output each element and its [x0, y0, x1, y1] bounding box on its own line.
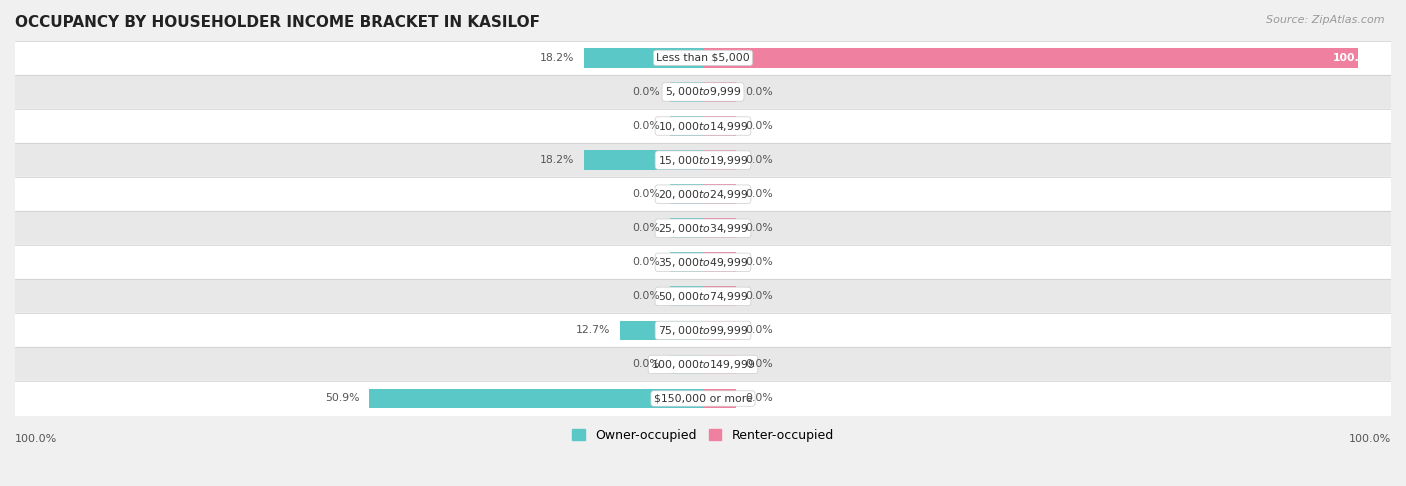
Text: $75,000 to $99,999: $75,000 to $99,999 — [658, 324, 748, 337]
Bar — [15, 177, 1391, 211]
Bar — [15, 75, 1391, 109]
Text: $5,000 to $9,999: $5,000 to $9,999 — [665, 86, 741, 99]
Bar — [15, 245, 1391, 279]
Bar — [703, 389, 735, 408]
Text: 0.0%: 0.0% — [633, 360, 661, 369]
Bar — [671, 82, 703, 102]
Text: 0.0%: 0.0% — [745, 121, 773, 131]
Text: 0.0%: 0.0% — [745, 155, 773, 165]
Text: 0.0%: 0.0% — [745, 326, 773, 335]
Text: 0.0%: 0.0% — [633, 223, 661, 233]
Text: 100.0%: 100.0% — [1333, 53, 1378, 63]
Bar — [703, 355, 735, 374]
Text: $20,000 to $24,999: $20,000 to $24,999 — [658, 188, 748, 201]
Bar — [671, 355, 703, 374]
Bar — [703, 184, 735, 204]
Text: $35,000 to $49,999: $35,000 to $49,999 — [658, 256, 748, 269]
Text: 0.0%: 0.0% — [745, 87, 773, 97]
Text: 100.0%: 100.0% — [1348, 434, 1391, 444]
Legend: Owner-occupied, Renter-occupied: Owner-occupied, Renter-occupied — [568, 424, 838, 447]
Bar — [671, 218, 703, 238]
Bar — [15, 211, 1391, 245]
Text: 18.2%: 18.2% — [540, 53, 574, 63]
Bar — [15, 382, 1391, 416]
Bar — [620, 320, 703, 340]
Text: OCCUPANCY BY HOUSEHOLDER INCOME BRACKET IN KASILOF: OCCUPANCY BY HOUSEHOLDER INCOME BRACKET … — [15, 15, 540, 30]
Bar — [703, 286, 735, 306]
Text: $100,000 to $149,999: $100,000 to $149,999 — [651, 358, 755, 371]
Text: Less than $5,000: Less than $5,000 — [657, 53, 749, 63]
Bar — [15, 143, 1391, 177]
Text: $15,000 to $19,999: $15,000 to $19,999 — [658, 154, 748, 167]
Bar — [703, 48, 1358, 68]
Text: 0.0%: 0.0% — [633, 189, 661, 199]
Bar — [15, 279, 1391, 313]
Text: 0.0%: 0.0% — [745, 189, 773, 199]
Bar — [703, 150, 735, 170]
Bar — [671, 286, 703, 306]
Text: 0.0%: 0.0% — [745, 360, 773, 369]
Bar — [703, 252, 735, 272]
Text: 0.0%: 0.0% — [633, 257, 661, 267]
Text: 0.0%: 0.0% — [633, 87, 661, 97]
Bar — [15, 109, 1391, 143]
Text: 0.0%: 0.0% — [633, 291, 661, 301]
Text: $25,000 to $34,999: $25,000 to $34,999 — [658, 222, 748, 235]
Bar — [703, 116, 735, 136]
Bar — [583, 48, 703, 68]
Text: 50.9%: 50.9% — [325, 394, 360, 403]
Text: 0.0%: 0.0% — [745, 291, 773, 301]
Bar — [370, 389, 703, 408]
Bar — [703, 320, 735, 340]
Bar — [583, 150, 703, 170]
Bar — [671, 184, 703, 204]
Text: 0.0%: 0.0% — [745, 223, 773, 233]
Bar — [15, 313, 1391, 347]
Text: $10,000 to $14,999: $10,000 to $14,999 — [658, 120, 748, 133]
Text: 18.2%: 18.2% — [540, 155, 574, 165]
Text: 100.0%: 100.0% — [15, 434, 58, 444]
Text: 12.7%: 12.7% — [575, 326, 610, 335]
Bar — [15, 41, 1391, 75]
Bar — [671, 116, 703, 136]
Text: 0.0%: 0.0% — [633, 121, 661, 131]
Bar — [703, 82, 735, 102]
Bar — [15, 347, 1391, 382]
Bar — [671, 252, 703, 272]
Text: $150,000 or more: $150,000 or more — [654, 394, 752, 403]
Text: 0.0%: 0.0% — [745, 394, 773, 403]
Text: $50,000 to $74,999: $50,000 to $74,999 — [658, 290, 748, 303]
Text: 0.0%: 0.0% — [745, 257, 773, 267]
Text: Source: ZipAtlas.com: Source: ZipAtlas.com — [1267, 15, 1385, 25]
Bar — [703, 218, 735, 238]
